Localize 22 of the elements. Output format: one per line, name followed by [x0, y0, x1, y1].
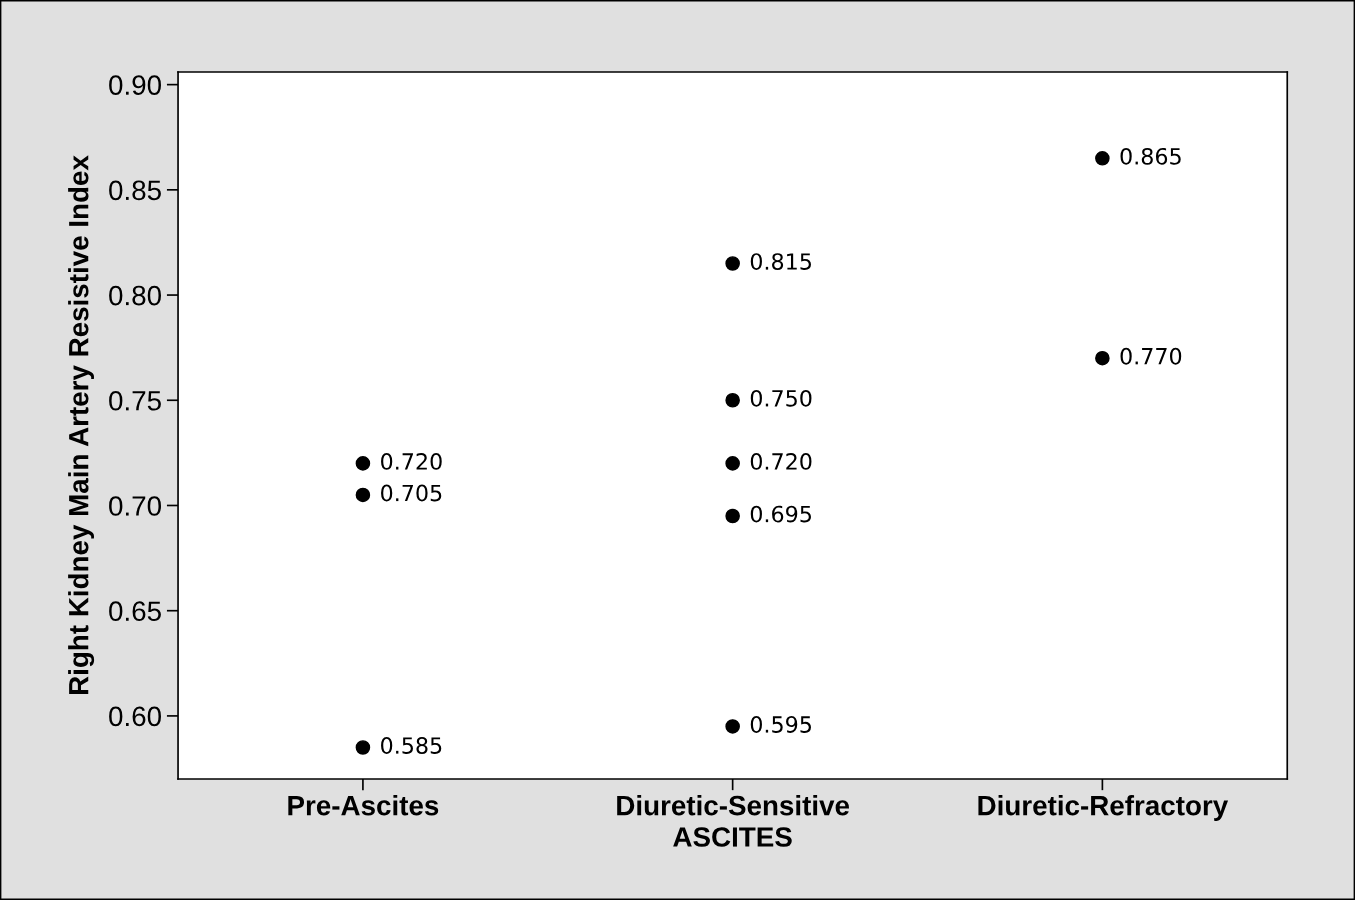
- y-tick-label: 0.60: [109, 706, 161, 727]
- data-label: 0.720: [381, 453, 442, 470]
- x-tick-label: Diuretic-Refractory: [978, 795, 1229, 821]
- data-label: 0.720: [750, 453, 812, 470]
- y-tick-label: 0.85: [109, 180, 161, 201]
- y-tick-label: 0.90: [109, 75, 161, 95]
- y-tick-label: 0.80: [109, 285, 161, 306]
- y-tick-label: 0.70: [109, 496, 161, 516]
- data-label: 0.865: [1120, 147, 1181, 165]
- data-label: 0.695: [750, 505, 811, 523]
- data-label: 0.595: [750, 716, 811, 733]
- data-label: 0.705: [381, 484, 442, 502]
- y-axis-title: Right Kidney Main Artery Resistive Index: [68, 155, 95, 695]
- data-label: 0.815: [750, 253, 811, 270]
- x-axis-title: ASCITES: [673, 827, 792, 847]
- data-label: 0.750: [750, 389, 812, 407]
- data-label: 0.770: [1120, 347, 1182, 365]
- x-tick-label: Diuretic-Sensitive: [617, 795, 850, 816]
- y-tick-label: 0.75: [109, 390, 161, 411]
- data-label: 0.585: [381, 737, 442, 754]
- y-tick-label: 0.65: [109, 601, 161, 622]
- x-tick-label: Pre-Ascites: [288, 795, 439, 816]
